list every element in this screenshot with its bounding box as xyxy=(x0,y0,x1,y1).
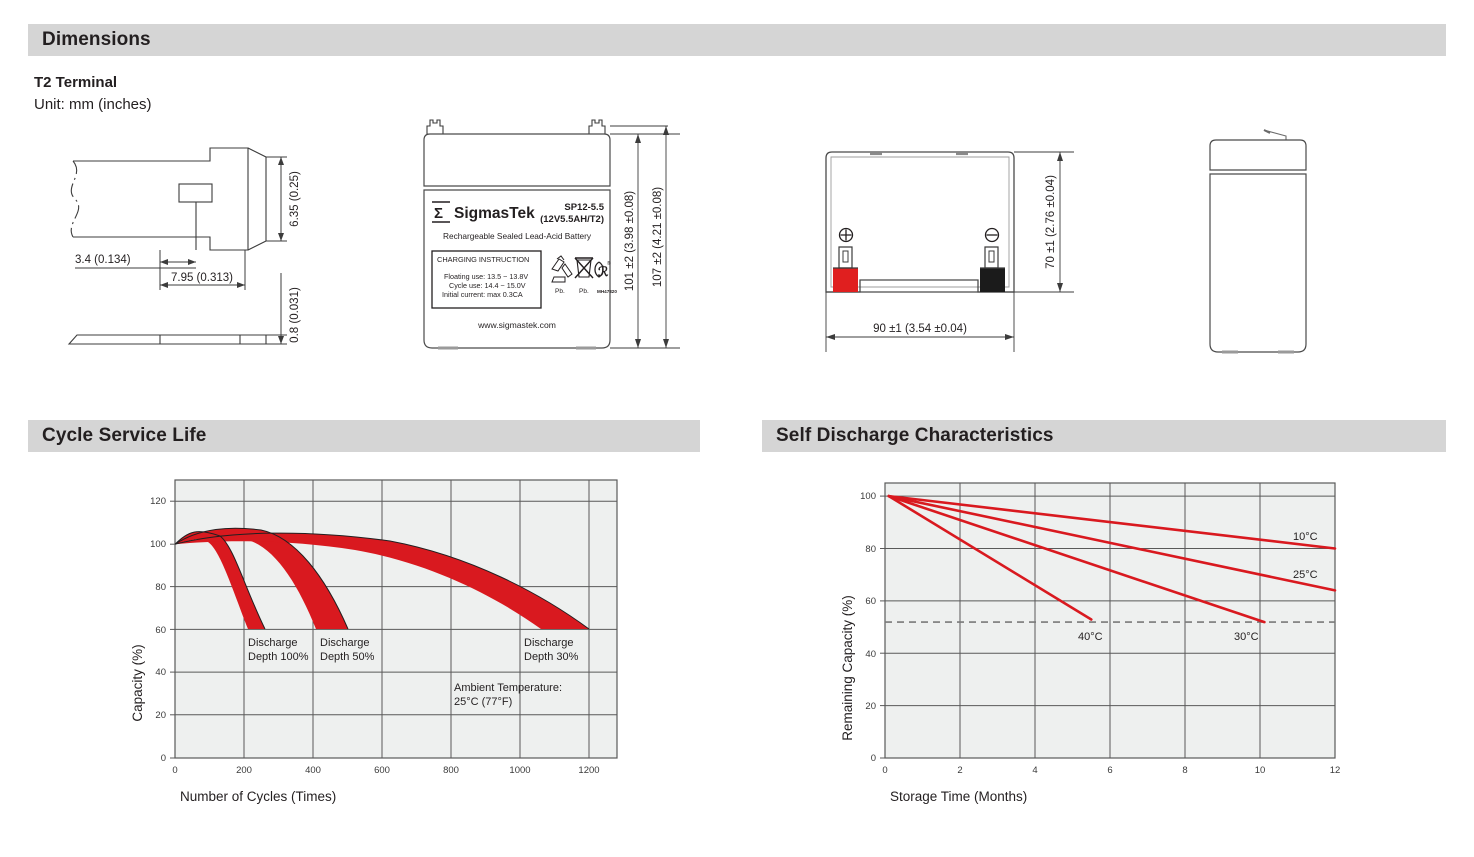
x-tick-1200: 1200 xyxy=(578,765,599,776)
side-width-label: 90 ±1 (3.54 ±0.04) xyxy=(873,323,967,335)
series-line-10c xyxy=(887,494,1337,550)
charging-line-2: Cycle use: 14.4 ~ 15.0V xyxy=(449,281,526,290)
section-header-cycle-service-life: Cycle Service Life xyxy=(28,420,700,452)
chart1-y-axis-title: Capacity (%) xyxy=(130,644,145,721)
y-tick-20: 20 xyxy=(155,710,166,721)
x-tick-800: 800 xyxy=(443,765,459,776)
charging-line-1: Floating use: 13.5 ~ 13.8V xyxy=(444,272,528,281)
x-tick-1000: 1000 xyxy=(509,765,530,776)
section-title-self-discharge: Self Discharge Characteristics xyxy=(776,425,1054,446)
chart1-x-axis-title: Number of Cycles (Times) xyxy=(180,789,336,804)
recycle-lead-caption: Pb. xyxy=(555,288,565,295)
x2-tick-4: 4 xyxy=(1032,765,1037,776)
y-tick-40: 40 xyxy=(155,667,166,678)
chart2-x-axis-title: Storage Time (Months) xyxy=(890,789,1027,804)
terminal-offset-label: 3.4 (0.134) xyxy=(75,254,131,266)
series-line-25c xyxy=(887,494,1337,592)
battery-side-profile-view xyxy=(1196,112,1376,362)
label-logo-mark: Σ xyxy=(432,201,450,223)
side-height-label: 70 ±1 (2.76 ±0.04) xyxy=(1045,175,1057,269)
annotation-ambient-line2: 25°C (77°F) xyxy=(454,696,512,708)
svg-text:Σ: Σ xyxy=(434,205,443,222)
y2-tick-20: 20 xyxy=(865,701,876,712)
y-tick-60: 60 xyxy=(155,625,166,636)
annotation-depth-30-line2: Depth 30% xyxy=(524,651,579,663)
charging-instruction-box xyxy=(431,250,542,309)
y2-tick-60: 60 xyxy=(865,596,876,607)
x2-tick-6: 6 xyxy=(1107,765,1112,776)
x-tick-600: 600 xyxy=(374,765,390,776)
terminal-width-label: 7.95 (0.313) xyxy=(171,272,233,284)
x-tick-400: 400 xyxy=(305,765,321,776)
charging-line-3: Initial current: max 0.3CA xyxy=(442,290,523,299)
band-depth-100 xyxy=(175,531,265,629)
annotation-depth-100-line2: Depth 100% xyxy=(248,651,309,663)
annotation-depth-50-line2: Depth 50% xyxy=(320,651,375,663)
label-website: www.sigmastek.com xyxy=(477,320,556,330)
label-spec: (12V5.5AH/T2) xyxy=(540,214,604,225)
chart-cycle-service-life: 0 20 40 60 80 100 120 0 200 400 600 800 … xyxy=(120,468,640,813)
charging-instruction-title: CHARGING INSTRUCTION xyxy=(437,255,529,264)
dimensions-unit-note: Unit: mm (inches) xyxy=(34,96,152,113)
battery-front-view: Σ SigmasTek SP12-5.5 (12V5.5AH/T2) Recha… xyxy=(418,112,688,370)
y-tick-100: 100 xyxy=(150,539,166,550)
x2-tick-2: 2 xyxy=(957,765,962,776)
polarity-negative-icon xyxy=(984,227,1000,243)
svg-text:®: ® xyxy=(607,260,611,267)
section-header-dimensions: Dimensions xyxy=(28,24,1446,56)
no-trash-lead-caption: Pb. xyxy=(579,288,589,295)
section-header-self-discharge: Self Discharge Characteristics xyxy=(762,420,1446,452)
ul-listed-icon: ℛ ® xyxy=(594,260,611,279)
band-depth-50 xyxy=(175,528,348,629)
section-title-dimensions: Dimensions xyxy=(42,29,151,50)
x2-tick-0: 0 xyxy=(882,765,887,776)
series-label-30c: 30°C xyxy=(1234,631,1259,643)
y2-tick-100: 100 xyxy=(860,491,876,502)
series-label-25c: 25°C xyxy=(1293,569,1318,581)
band-depth-30 xyxy=(175,533,589,629)
terminal-height-label: 6.35 (0.25) xyxy=(289,171,301,227)
section-title-cycle-service-life: Cycle Service Life xyxy=(42,425,207,446)
label-brand: SigmasTek xyxy=(454,205,535,222)
annotation-depth-30-line1: Discharge xyxy=(524,637,574,649)
x2-tick-10: 10 xyxy=(1255,765,1266,776)
terminal-thickness-label: 0.8 (0.031) xyxy=(289,287,301,343)
annotation-depth-50-line1: Discharge xyxy=(320,637,370,649)
positive-terminal xyxy=(833,246,858,292)
y2-tick-0: 0 xyxy=(871,753,876,764)
y2-tick-40: 40 xyxy=(865,649,876,660)
x2-tick-12: 12 xyxy=(1330,765,1341,776)
front-height-inner-label: 101 ±2 (3.98 ±0.08) xyxy=(624,191,636,291)
terminal-detail-drawing: 6.35 (0.25) 3.4 (0.134) 7.95 (0.313) 0.8… xyxy=(55,135,355,370)
x2-tick-8: 8 xyxy=(1182,765,1187,776)
ul-listed-caption: MH47820 xyxy=(597,289,617,294)
series-line-30c xyxy=(887,494,1266,624)
series-line-40c xyxy=(887,494,1093,621)
dimensions-subtitle: T2 Terminal xyxy=(34,74,118,91)
negative-terminal xyxy=(980,246,1005,292)
x-tick-0: 0 xyxy=(172,765,177,776)
series-label-10c: 10°C xyxy=(1293,531,1318,543)
series-label-40c: 40°C xyxy=(1078,631,1103,643)
polarity-positive-icon xyxy=(838,227,854,243)
annotation-ambient-line1: Ambient Temperature: xyxy=(454,682,562,694)
svg-text:ℛ: ℛ xyxy=(598,264,609,279)
chart2-y-axis-title: Remaining Capacity (%) xyxy=(840,595,855,741)
label-type-line: Rechargeable Sealed Lead-Acid Battery xyxy=(443,231,592,241)
annotation-depth-100-line1: Discharge xyxy=(248,637,298,649)
chart-self-discharge: 0 20 40 60 80 100 0 2 4 6 8 10 12 10°C 2… xyxy=(830,468,1390,813)
front-height-total-label: 107 ±2 (4.21 ±0.08) xyxy=(652,187,664,287)
recycle-lead-icon xyxy=(551,255,573,283)
y-tick-0: 0 xyxy=(161,753,166,764)
label-model: SP12-5.5 xyxy=(564,202,604,213)
y-tick-120: 120 xyxy=(150,496,166,507)
battery-terminal-view: 70 ±1 (2.76 ±0.04) 90 ±1 (3.54 ±0.04) xyxy=(812,140,1102,362)
y-tick-80: 80 xyxy=(155,582,166,593)
y2-tick-80: 80 xyxy=(865,544,876,555)
no-trash-lead-icon xyxy=(574,257,594,279)
x-tick-200: 200 xyxy=(236,765,252,776)
